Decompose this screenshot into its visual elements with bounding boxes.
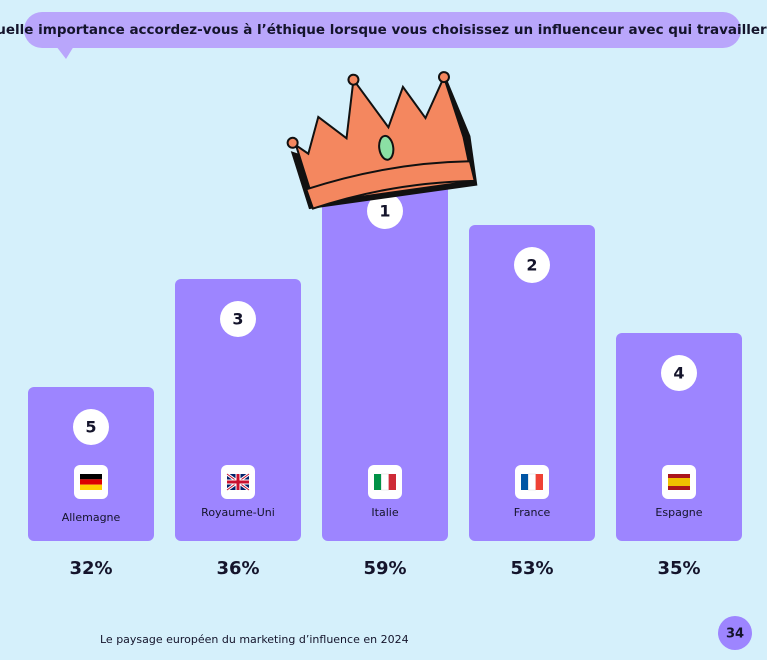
rank: 5 (85, 418, 96, 437)
flag-stripe (535, 474, 543, 490)
percent: 32% (69, 558, 112, 579)
flag-stripe (80, 474, 102, 480)
country: Allemagne (62, 511, 121, 524)
percent: 53% (510, 558, 553, 579)
footer: Le paysage européen du marketing d’influ… (100, 633, 409, 646)
flag-stripe (521, 474, 529, 490)
rank: 2 (526, 256, 537, 275)
rank: 1 (379, 202, 390, 221)
flag-band (668, 478, 690, 486)
country: France (514, 506, 551, 519)
bar (322, 171, 448, 541)
rank-badge (73, 409, 109, 445)
flag-cross (227, 474, 249, 490)
bar (469, 225, 595, 541)
bar (175, 279, 301, 541)
country: Espagne (655, 506, 702, 519)
percent: 35% (657, 558, 700, 579)
flag-stripe (528, 473, 536, 491)
flag-stripe (80, 479, 102, 485)
question: Quelle importance accordez-vous à l’éthi… (0, 22, 767, 38)
question-bubble (24, 12, 741, 59)
bar (616, 333, 742, 541)
rank: 3 (232, 310, 243, 329)
percent: 36% (216, 558, 259, 579)
rank-badge (220, 301, 256, 337)
flag-stripe (381, 473, 389, 491)
country: Italie (371, 506, 398, 519)
flag-stripe (374, 474, 382, 490)
crown (286, 71, 478, 210)
flag-stripe (80, 484, 102, 490)
bar (28, 387, 154, 541)
rank-badge (367, 193, 403, 229)
rank-badge (661, 355, 697, 391)
flag-stripe (388, 474, 396, 490)
rank-badge (514, 247, 550, 283)
page-number: 34 (726, 627, 744, 642)
country: Royaume-Uni (201, 506, 275, 519)
percent: 59% (363, 558, 406, 579)
rank: 4 (673, 364, 684, 383)
page-badge (718, 616, 752, 650)
